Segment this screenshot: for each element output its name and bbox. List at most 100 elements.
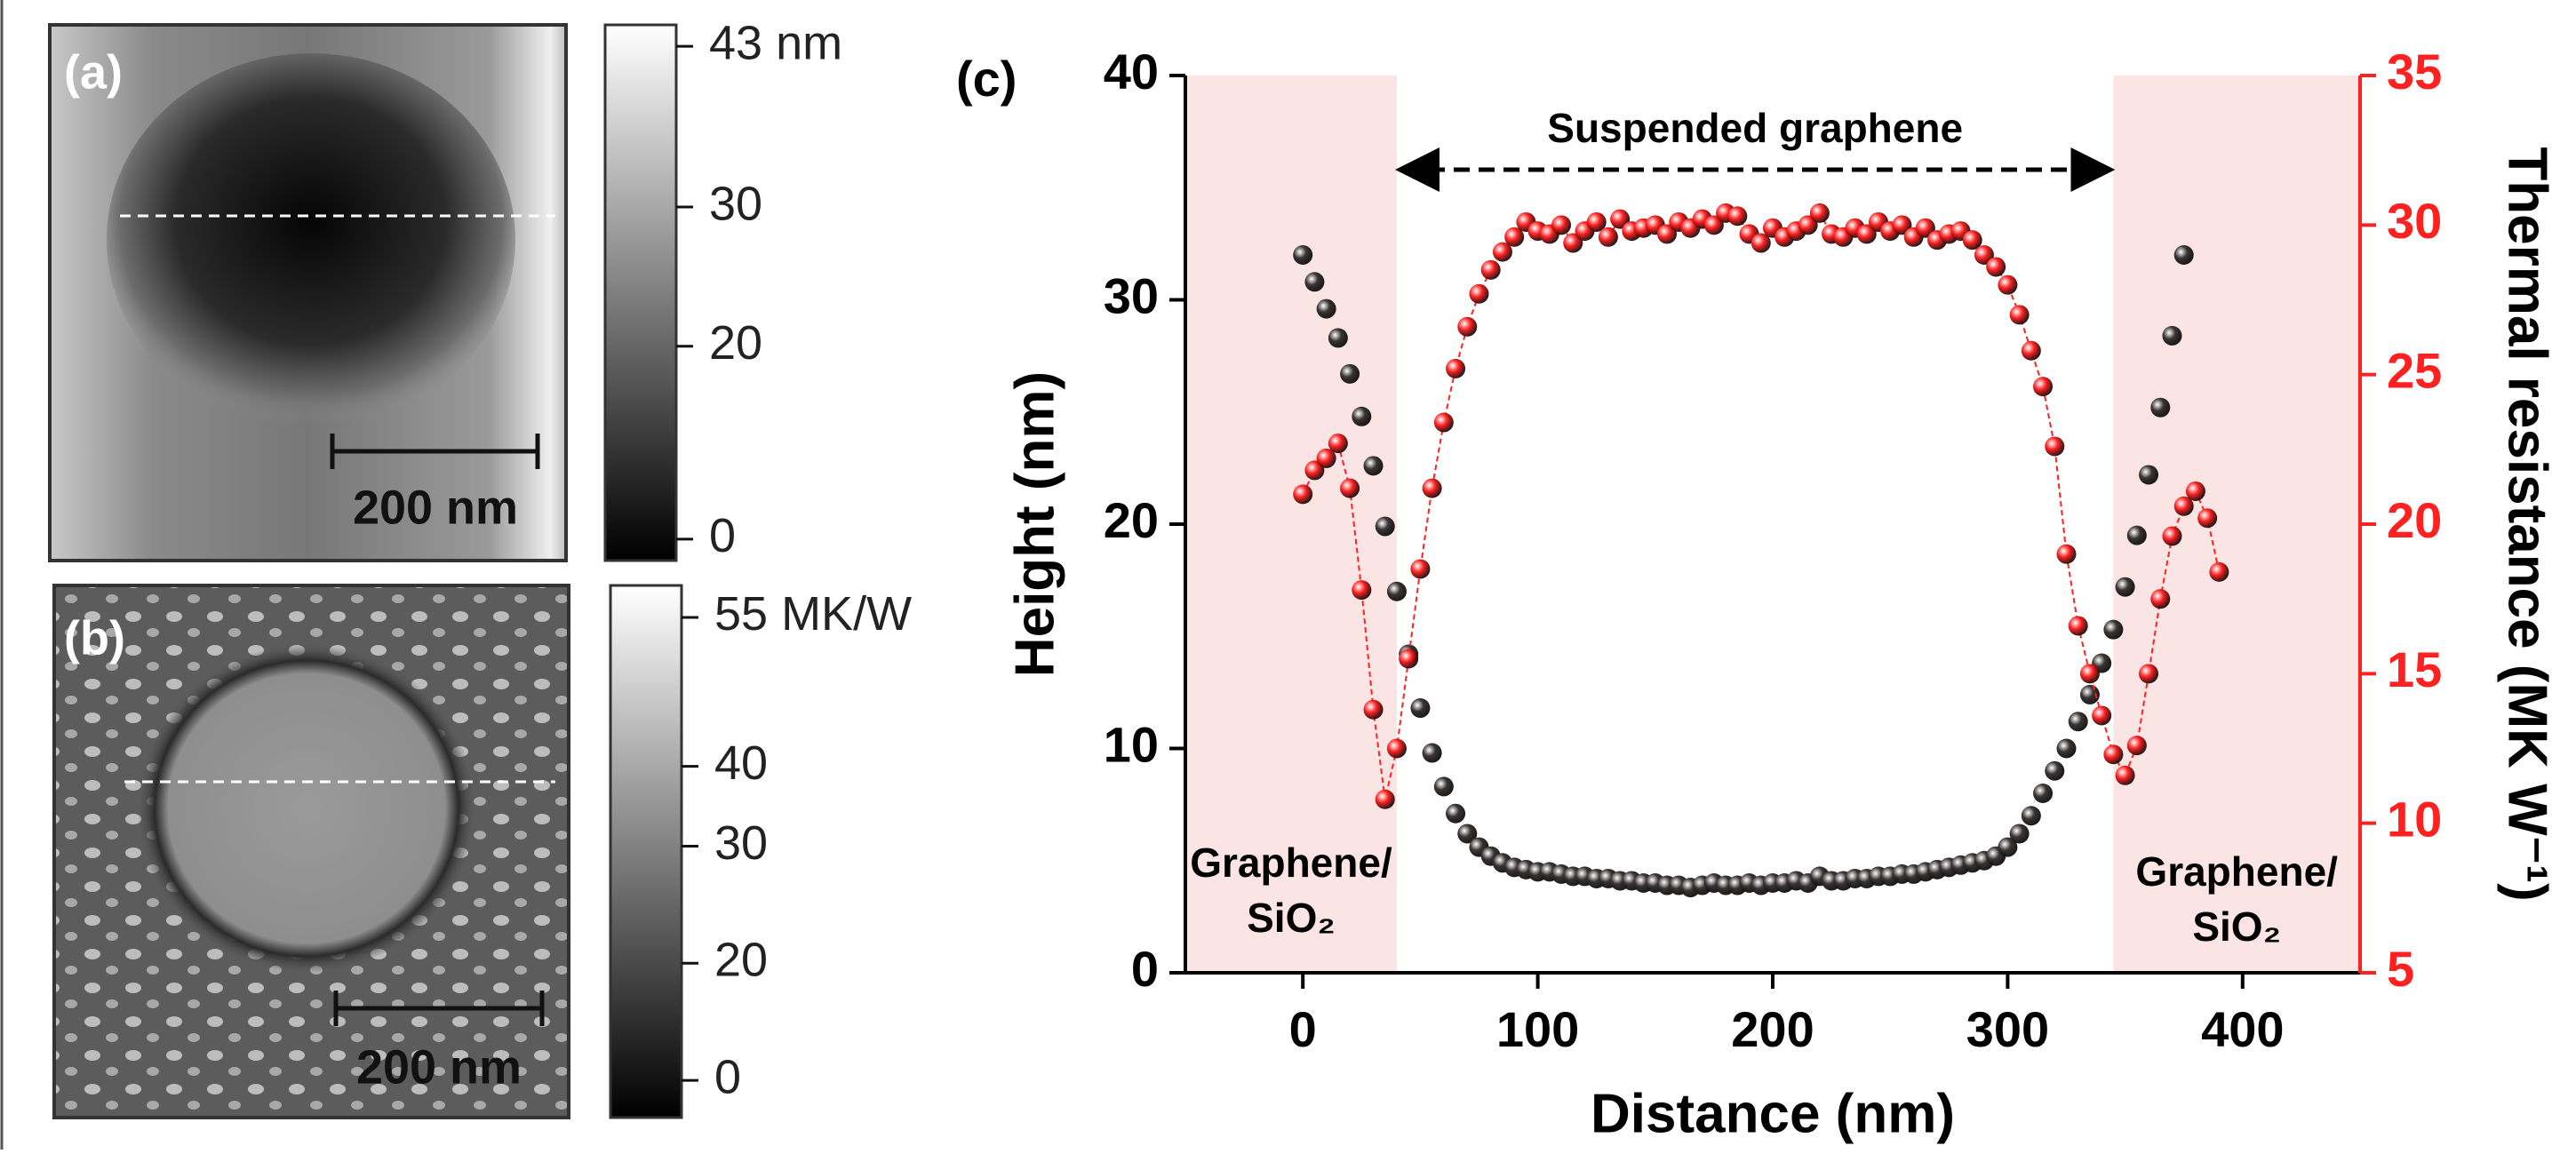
x-tick-label: 300 <box>1966 1001 2049 1057</box>
colorbar <box>603 23 678 562</box>
y-axis-title: Height (nm) <box>1004 371 1065 677</box>
data-point <box>2056 544 2077 564</box>
y2-axis-title: Thermal resistance (MK W⁻¹) <box>2497 147 2558 901</box>
data-point <box>2021 340 2041 361</box>
data-point <box>1386 581 1407 601</box>
colorbar-label: 55 MK/W <box>714 587 912 641</box>
y-tick-label: 30 <box>1104 267 1159 323</box>
data-point <box>2162 526 2182 546</box>
y-tick-label: 0 <box>1131 941 1159 997</box>
data-point <box>2009 824 2030 844</box>
data-point <box>1703 215 1724 235</box>
data-point <box>2033 377 2054 397</box>
data-point <box>1586 211 1607 232</box>
data-point <box>1446 803 1466 824</box>
data-point <box>1410 559 1431 579</box>
data-point <box>1798 215 1818 235</box>
data-point <box>1293 484 1313 505</box>
colorbar-label: 0 <box>714 1050 741 1103</box>
data-point <box>1375 516 1395 537</box>
data-point <box>1856 224 1877 244</box>
data-point <box>1446 358 1466 378</box>
data-point <box>1962 230 1982 251</box>
x-tick-label: 0 <box>1289 1001 1317 1057</box>
data-point <box>1304 272 1325 292</box>
x-tick-label: 400 <box>2201 1001 2284 1057</box>
colorbar-label: 43 nm <box>709 16 842 69</box>
y2-tick-label: 25 <box>2387 342 2442 398</box>
panel-label: (c) <box>956 51 1017 107</box>
data-point <box>1727 206 1748 227</box>
data-point <box>1551 215 1572 235</box>
y2-tick-label: 5 <box>2387 941 2414 997</box>
data-point <box>2173 496 2194 516</box>
panel-label: (a) <box>64 45 123 99</box>
data-point <box>1504 227 1525 247</box>
data-point <box>2103 744 2124 765</box>
data-point <box>1433 412 1454 433</box>
data-point <box>2021 806 2041 826</box>
annotation: Graphene/ <box>1190 840 1392 886</box>
data-point <box>1410 698 1431 719</box>
x-tick-label: 100 <box>1496 1001 1579 1057</box>
series-line <box>1302 211 2221 800</box>
y2-tick-label: 20 <box>2387 492 2442 548</box>
colorbar-label: 30 <box>714 816 768 870</box>
data-point <box>1457 824 1478 844</box>
data-point <box>1352 580 1372 601</box>
x-axis-title: Distance (nm) <box>1591 1083 1955 1144</box>
data-point <box>1469 283 1489 304</box>
hole <box>107 53 515 426</box>
data-point <box>1598 227 1618 247</box>
panel-label: (b) <box>64 611 125 665</box>
data-point <box>2209 561 2229 582</box>
y2-tick-label: 10 <box>2387 791 2442 847</box>
data-point <box>1352 406 1372 426</box>
y2-tick-label: 15 <box>2387 641 2442 697</box>
scale-bar <box>333 991 545 1026</box>
data-point <box>2079 664 2100 684</box>
y-tick-label: 10 <box>1104 716 1159 772</box>
data-point <box>2126 736 2147 756</box>
x-tick-label: 200 <box>1731 1001 1814 1057</box>
data-point <box>2056 738 2077 759</box>
data-point <box>1998 837 2018 857</box>
colorbar-label: 40 <box>714 736 768 790</box>
data-point <box>1986 257 2006 277</box>
scale-bar <box>330 434 540 469</box>
data-point <box>1340 478 1360 498</box>
data-point <box>1375 789 1395 809</box>
data-point <box>2045 436 2065 457</box>
data-point <box>1328 328 1348 348</box>
data-point <box>1328 434 1348 454</box>
data-point <box>1492 242 1512 262</box>
data-point <box>2126 525 2147 545</box>
y2-tick-label: 35 <box>2387 44 2442 99</box>
disc <box>138 644 475 973</box>
panel-b: 200 nm (b) <box>52 584 683 1119</box>
data-point <box>1892 215 1912 235</box>
data-point <box>2009 305 2030 325</box>
colorbar <box>609 584 683 1119</box>
data-point <box>2197 508 2218 529</box>
annotation: SiO₂ <box>1247 895 1336 941</box>
data-point <box>1563 233 1583 253</box>
data-point <box>1422 743 1442 763</box>
chart: (c) 0 100 200 300 400 0 10 20 30 40 5 10 15 20 25 30 35 Di… <box>956 44 2558 1145</box>
data-point <box>2173 245 2194 265</box>
data-point <box>2162 325 2182 346</box>
colorbar-label: 0 <box>709 509 736 562</box>
data-point <box>1433 776 1454 797</box>
data-point <box>2068 616 2088 636</box>
data-point <box>1304 460 1325 481</box>
data-point <box>1363 699 1384 720</box>
data-point <box>2185 481 2205 501</box>
data-point <box>1399 649 1419 669</box>
data-point <box>2150 397 2171 418</box>
data-point <box>2079 684 2100 704</box>
data-point <box>1974 245 1994 265</box>
data-point <box>1998 275 2018 295</box>
data-point <box>2139 465 2159 485</box>
data-point <box>1340 363 1360 384</box>
